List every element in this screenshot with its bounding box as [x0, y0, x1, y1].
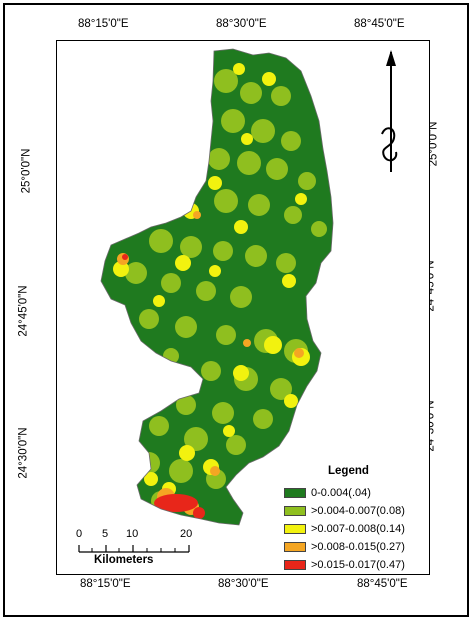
coord-bottom-3: 88°45'0"E [357, 578, 408, 590]
legend-label: >0.007-0.008(0.14) [311, 523, 405, 535]
legend-item: >0.007-0.008(0.14) [284, 521, 405, 537]
legend-title: Legend [328, 465, 369, 477]
scale-tick-label: 5 [102, 528, 109, 540]
north-arrow-icon [381, 50, 398, 172]
map-frame [56, 40, 430, 575]
class-5-zones [122, 254, 205, 519]
legend-swatch [284, 488, 306, 498]
coord-top-1: 88°15'0"E [78, 18, 129, 30]
legend-item: >0.008-0.015(0.27) [284, 539, 405, 555]
legend-label: >0.004-0.007(0.08) [311, 505, 405, 517]
legend-swatch [284, 560, 306, 570]
coord-bottom-1: 88°15'0"E [80, 578, 131, 590]
scale-bar-line [78, 545, 190, 553]
class-2-zones [125, 69, 327, 511]
scale-tick-label: 0 [76, 528, 83, 540]
outer-frame [3, 3, 469, 617]
legend-swatch [284, 524, 306, 534]
scale-unit-label: Kilometers [94, 554, 154, 566]
map-region [101, 49, 333, 525]
legend-item: >0.004-0.007(0.08) [284, 503, 405, 519]
coord-left-3: 24°30'0"N [17, 427, 30, 479]
legend-label: 0-0.004(.04) [311, 487, 371, 499]
scale-bar: 0 5 10 20 Kilometers [72, 528, 202, 576]
coord-left-2: 24°45'0"N [17, 285, 30, 337]
legend-label: >0.015-0.017(0.47) [311, 559, 405, 571]
coord-top-2: 88°30'0"E [216, 18, 267, 30]
scale-tick-label: 10 [126, 528, 139, 540]
coord-top-3: 88°45'0"E [354, 18, 405, 30]
legend-item: 0-0.004(.04) [284, 485, 371, 501]
map-base-fill [101, 49, 333, 525]
coord-bottom-2: 88°30'0"E [218, 578, 269, 590]
legend-swatch [284, 542, 306, 552]
legend-item: >0.015-0.017(0.47) [284, 557, 405, 573]
coord-left-1: 25°0'0"N [20, 148, 33, 194]
legend-label: >0.008-0.015(0.27) [311, 541, 405, 553]
legend-swatch [284, 506, 306, 516]
scale-tick-label: 20 [180, 528, 193, 540]
susceptibility-map [100, 48, 334, 526]
